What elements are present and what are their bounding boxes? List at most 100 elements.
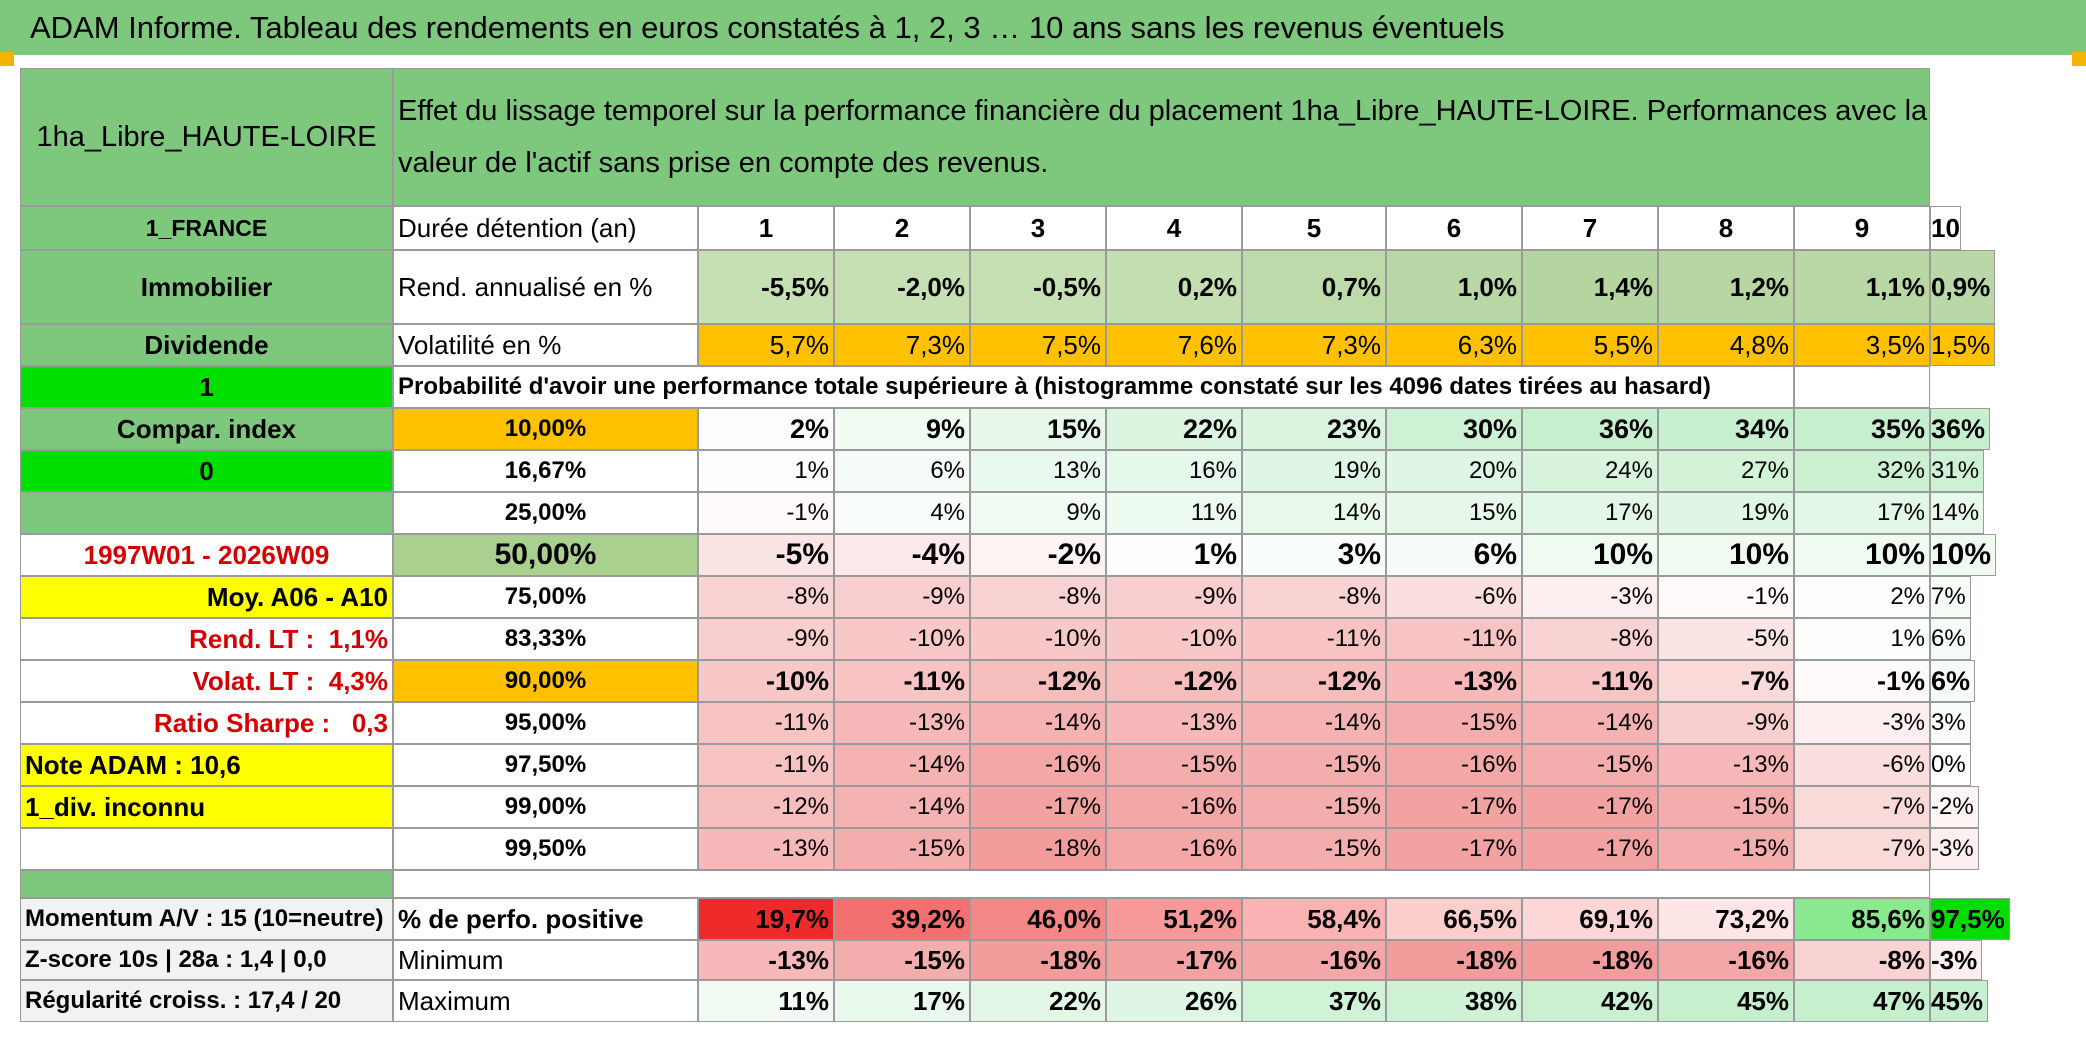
pos-value: 69,1% [1522, 898, 1658, 940]
rend-value: -5,5% [698, 250, 834, 324]
quantile-value: -14% [1522, 702, 1658, 744]
zscore: Z-score 10s | 28a : 1,4 | 0,0 [20, 940, 393, 980]
quantile-value: -2% [970, 534, 1106, 576]
spacer-cell [393, 870, 1930, 898]
quantile-value: -13% [1106, 702, 1242, 744]
vol-value: 1,5% [1930, 324, 1996, 366]
pos-value: 97,5% [1930, 898, 2010, 940]
quantile-value: -1% [1658, 576, 1794, 618]
quantile-label: 10,00% [393, 408, 698, 450]
probability-title: Probabilité d'avoir une performance tota… [393, 366, 1794, 408]
quantile-value: -1% [698, 492, 834, 534]
quantile-label: 25,00% [393, 492, 698, 534]
quantile-label: 99,00% [393, 786, 698, 828]
moy-label: Moy. A06 - A10 [20, 576, 393, 618]
quantile-value: 6% [1930, 660, 1976, 702]
quantile-value: 10% [1658, 534, 1794, 576]
quantile-value: -12% [698, 786, 834, 828]
quantile-value: -17% [1522, 786, 1658, 828]
quantile-value: -15% [1242, 828, 1386, 870]
quantile-label: 99,50% [393, 828, 698, 870]
max-value: 11% [698, 980, 834, 1022]
year-header: 8 [1658, 206, 1794, 250]
max-value: 47% [1794, 980, 1930, 1022]
quantile-value: 19% [1658, 492, 1794, 534]
vol-value: 7,6% [1106, 324, 1242, 366]
year-header: 10 [1930, 206, 1961, 250]
min-label: Minimum [393, 940, 698, 980]
max-value: 42% [1522, 980, 1658, 1022]
duration-label: Durée détention (an) [393, 206, 698, 250]
quantile-value: 31% [1930, 450, 1985, 492]
quantile-value: -11% [1386, 618, 1522, 660]
quantile-value: -10% [698, 660, 834, 702]
min-value: -18% [1386, 940, 1522, 980]
quantile-value: -3% [1794, 702, 1930, 744]
quantile-value: 36% [1522, 408, 1658, 450]
max-value: 17% [834, 980, 970, 1022]
quantile-value: 1% [1106, 534, 1242, 576]
quantile-value: 36% [1930, 408, 1991, 450]
pos-value: 39,2% [834, 898, 970, 940]
quantile-value: 22% [1106, 408, 1242, 450]
quantile-label: 90,00% [393, 660, 698, 702]
quantile-value: 14% [1930, 492, 1985, 534]
quantile-value: -15% [1242, 786, 1386, 828]
quantile-value: 27% [1658, 450, 1794, 492]
rend-value: -2,0% [834, 250, 970, 324]
max-value: 37% [1242, 980, 1386, 1022]
empty-cell [20, 828, 393, 870]
vol-value: 5,5% [1522, 324, 1658, 366]
sharpe-label: Ratio Sharpe : [153, 707, 331, 738]
vol-value: 3,5% [1794, 324, 1930, 366]
empty-cell [1794, 366, 1930, 408]
quantile-value: -6% [1386, 576, 1522, 618]
quantile-value: -11% [1242, 618, 1386, 660]
quantile-value: -17% [1522, 828, 1658, 870]
period-label: 1997W01 - 2026W09 [20, 534, 393, 576]
pos-value: 19,7% [698, 898, 834, 940]
quantile-value: -17% [1386, 786, 1522, 828]
country-label: 1_FRANCE [20, 206, 393, 250]
vol-value: 7,5% [970, 324, 1106, 366]
quantile-value: -17% [970, 786, 1106, 828]
quantile-value: -13% [1386, 660, 1522, 702]
quantile-value: -9% [1658, 702, 1794, 744]
quantile-value: 35% [1794, 408, 1930, 450]
quantile-value: -7% [1658, 660, 1794, 702]
max-value: 45% [1658, 980, 1794, 1022]
year-header: 4 [1106, 206, 1242, 250]
quantile-value: 3% [1242, 534, 1386, 576]
min-value: -17% [1106, 940, 1242, 980]
note-adam: Note ADAM : 10,6 [20, 744, 393, 786]
quantile-value: -10% [834, 618, 970, 660]
quantile-value: 13% [970, 450, 1106, 492]
empty-cell [20, 492, 393, 534]
page-title: ADAM Informe. Tableau des rendements en … [0, 0, 2086, 55]
max-label: Maximum [393, 980, 698, 1022]
rend-value: 1,4% [1522, 250, 1658, 324]
quantile-value: -9% [1106, 576, 1242, 618]
quantile-value: 14% [1242, 492, 1386, 534]
quantile-value: -15% [1658, 786, 1794, 828]
quantile-value: -10% [970, 618, 1106, 660]
quantile-value: -16% [970, 744, 1106, 786]
rend-lt-label: Rend. LT : [189, 623, 315, 654]
quantile-value: -18% [970, 828, 1106, 870]
div-unknown: 1_div. inconnu [20, 786, 393, 828]
quantile-value: -7% [1794, 828, 1930, 870]
quantile-value: 30% [1386, 408, 1522, 450]
corner-marker [0, 52, 14, 66]
quantile-label: 16,67% [393, 450, 698, 492]
min-value: -16% [1242, 940, 1386, 980]
quantile-value: -11% [1522, 660, 1658, 702]
quantile-value: -14% [834, 786, 970, 828]
ratio-sharpe: Ratio Sharpe : 0,3 [20, 702, 393, 744]
category-label: Immobilier [20, 250, 393, 324]
volat-lt-value: 4,3% [328, 665, 388, 696]
quantile-value: -8% [1242, 576, 1386, 618]
quantile-value: -15% [1386, 702, 1522, 744]
quantile-value: -4% [834, 534, 970, 576]
pos-value: 46,0% [970, 898, 1106, 940]
pos-value: 73,2% [1658, 898, 1794, 940]
